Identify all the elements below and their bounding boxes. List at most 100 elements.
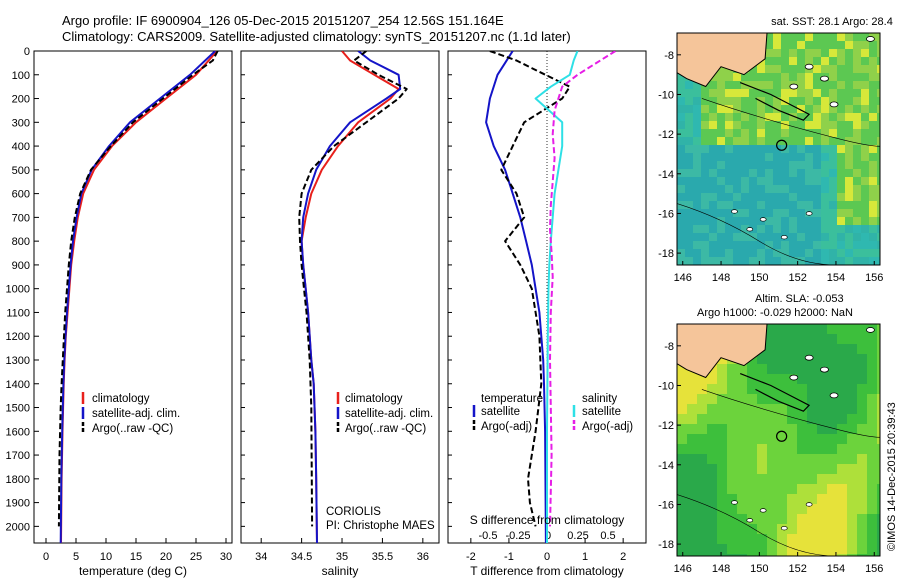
map-cell: [733, 153, 742, 162]
map-cell: [787, 334, 798, 345]
map-cell: [787, 554, 798, 556]
map-cell: [749, 105, 758, 114]
legend-satellite: satellite-adj. clim.: [92, 408, 180, 420]
map-cell: [677, 454, 688, 465]
map-cell: [717, 424, 728, 435]
map-y-tick-label: -14: [658, 169, 674, 181]
s-difference-tick-labels: -0.5 -0.25 0 0.25 0.5: [479, 530, 616, 542]
map-cell: [857, 364, 868, 375]
map-cell: [869, 121, 878, 130]
map-cell: [877, 424, 880, 435]
map-cell: [765, 65, 774, 74]
map-cell: [837, 193, 846, 202]
map-cell: [717, 169, 726, 178]
map-cell: [837, 494, 848, 505]
map-cell: [733, 225, 742, 234]
map-cell: [813, 153, 822, 162]
map-cell: [757, 169, 766, 178]
map-cell: [747, 364, 758, 375]
map-cell: [701, 201, 710, 210]
map-cell: [829, 105, 838, 114]
map-cell: [781, 113, 790, 122]
map-cell: [789, 233, 798, 242]
map-cell: [685, 81, 694, 90]
map-cell: [861, 193, 870, 202]
map-cell: [677, 474, 688, 485]
sla-map: 146 148 150 152 154 156 -8 -10 -12 -14 -16 -18: [658, 323, 883, 575]
map-cell: [781, 89, 790, 98]
contour: [677, 203, 836, 265]
map-cell: [677, 209, 686, 218]
map-cell: [797, 514, 808, 525]
map-cell: [797, 454, 808, 465]
map-cell: [837, 249, 846, 258]
map-cell: [725, 97, 734, 106]
map-cell: [707, 434, 718, 445]
map-cell: [821, 153, 830, 162]
map-cell: [707, 514, 718, 525]
map-cell: [709, 137, 718, 146]
map-cell: [853, 49, 862, 58]
map-cell: [829, 201, 838, 210]
map-cell: [861, 49, 870, 58]
map-cell: [765, 249, 774, 258]
annotation-pi: PI: Christophe MAES: [326, 520, 435, 532]
map-cell: [717, 185, 726, 194]
map-cell: [813, 257, 822, 265]
map-cell: [837, 374, 848, 385]
map-cell: [829, 241, 838, 250]
y-tick-label: 800: [12, 236, 30, 248]
map-cell: [693, 153, 702, 162]
map-cell: [693, 185, 702, 194]
map-cell: [701, 169, 710, 178]
map-cell: [677, 544, 688, 555]
map-cell: [733, 169, 742, 178]
map-cell: [813, 233, 822, 242]
map-cell: [733, 73, 742, 82]
map-cell: [757, 249, 766, 258]
map-cell: [847, 384, 858, 395]
map-cell: [701, 161, 710, 170]
map-cell: [773, 57, 782, 66]
island: [804, 63, 814, 70]
map-cell: [813, 137, 822, 146]
map-cell: [717, 544, 728, 555]
map-cell: [877, 217, 880, 226]
map-cell: [765, 113, 774, 122]
map-cell: [697, 424, 708, 435]
series-line-argo-raw-qc-: [57, 51, 219, 527]
map-cell: [797, 145, 806, 154]
map-cell: [787, 464, 798, 475]
map-cell: [829, 209, 838, 218]
map-cell: [869, 217, 878, 226]
map-cell: [725, 161, 734, 170]
map-cell: [741, 177, 750, 186]
map-cell: [797, 121, 806, 130]
map-cell: [787, 504, 798, 515]
map-cell: [757, 161, 766, 170]
map-cell: [867, 454, 878, 465]
map-cell: [827, 524, 838, 535]
map-cell: [765, 121, 774, 130]
map-cell: [877, 324, 880, 335]
map-cell: [837, 444, 848, 455]
map-cell: [693, 169, 702, 178]
map-cell: [837, 554, 848, 556]
x-tick-label: 2: [620, 551, 626, 563]
map-cell: [837, 57, 846, 66]
map-cell: [847, 474, 858, 485]
map-cell: [737, 474, 748, 485]
map-cell: [837, 454, 848, 465]
map-cell: [701, 113, 710, 122]
map-cell: [861, 201, 870, 210]
map-cell: [777, 504, 788, 515]
map-cell: [847, 544, 858, 555]
map-cell: [857, 394, 868, 405]
map-cell: [869, 41, 878, 50]
map-cell: [857, 334, 868, 345]
map-cell: [805, 41, 814, 50]
map-cell: [877, 121, 880, 130]
map-cell: [853, 129, 862, 138]
map-cell: [741, 257, 750, 265]
depth-tick-labels: 0 100 200 300 400 500 600 700 800 900 1000 1100 1200…: [6, 46, 39, 533]
